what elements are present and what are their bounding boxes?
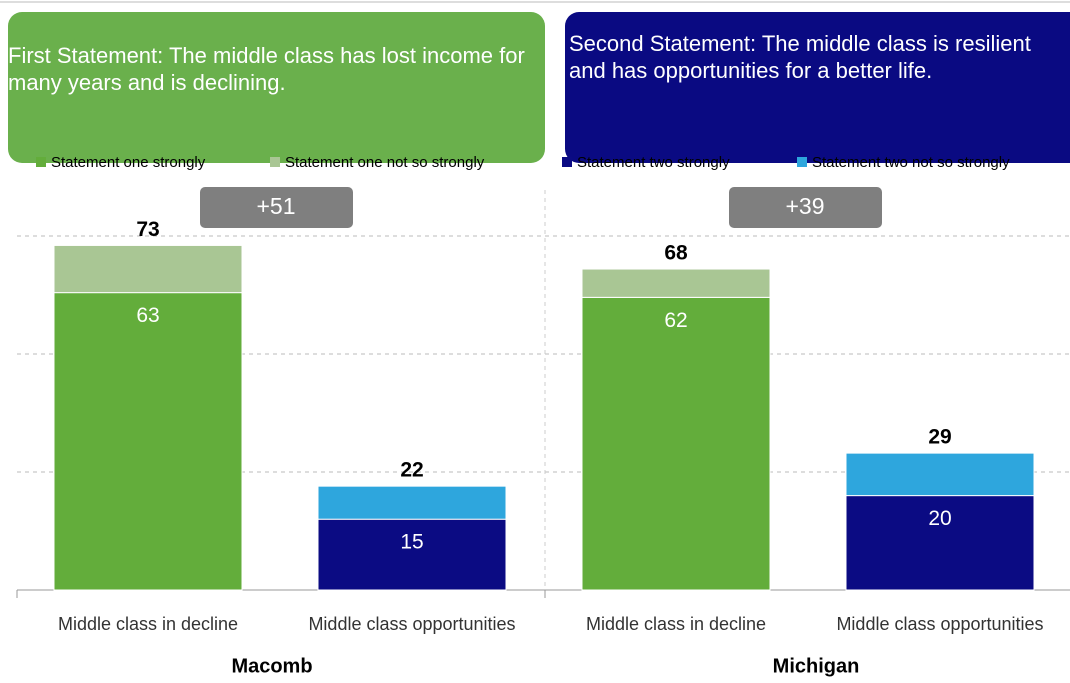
legend-swatch (562, 157, 572, 167)
x-tick-label: Middle class in decline (58, 614, 238, 634)
statement-wrap: First Statement: The middle class has lo… (8, 43, 525, 95)
statement-box (565, 12, 1070, 163)
bar-segment (53, 292, 243, 591)
legend-label: Statement two strongly (577, 154, 730, 171)
value-label: 63 (136, 304, 159, 327)
value-label: 15 (400, 531, 423, 554)
annotation-box (729, 187, 882, 228)
legend-label: Statement two not so strongly (812, 154, 1010, 171)
statement-wrap: Second Statement: The middle class is re… (569, 31, 1031, 83)
bar-segment (845, 495, 1035, 591)
x-tick-label: Middle class opportunities (836, 614, 1043, 634)
group-label: Michigan (773, 655, 860, 677)
bar-segment (53, 244, 243, 294)
annotation: +51 (256, 193, 295, 219)
total-label: 68 (664, 242, 688, 265)
group-label: Macomb (231, 655, 312, 677)
legend-swatch (270, 157, 280, 167)
bar-segment (317, 485, 507, 520)
legend-swatch (36, 157, 46, 167)
annotation-box (200, 187, 353, 228)
statement-text: First Statement: The middle class has lo… (8, 43, 525, 95)
total-label: 22 (400, 459, 423, 482)
x-tick-label: Middle class opportunities (308, 614, 515, 634)
bar-segment (845, 452, 1035, 497)
legend-label: Statement one not so strongly (285, 154, 485, 171)
total-label: 73 (136, 218, 159, 241)
bar-segment (581, 296, 771, 591)
total-label: 29 (928, 426, 951, 449)
annotation: +39 (785, 193, 824, 219)
bar-segment (581, 268, 771, 298)
bar-segment (317, 518, 507, 591)
legend-swatch (797, 157, 807, 167)
legend-label: Statement one strongly (51, 154, 206, 171)
statement-text: Second Statement: The middle class is re… (569, 31, 1031, 83)
statement-box (8, 12, 545, 163)
value-label: 20 (928, 507, 951, 530)
value-label: 62 (664, 309, 687, 332)
x-tick-label: Middle class in decline (586, 614, 766, 634)
